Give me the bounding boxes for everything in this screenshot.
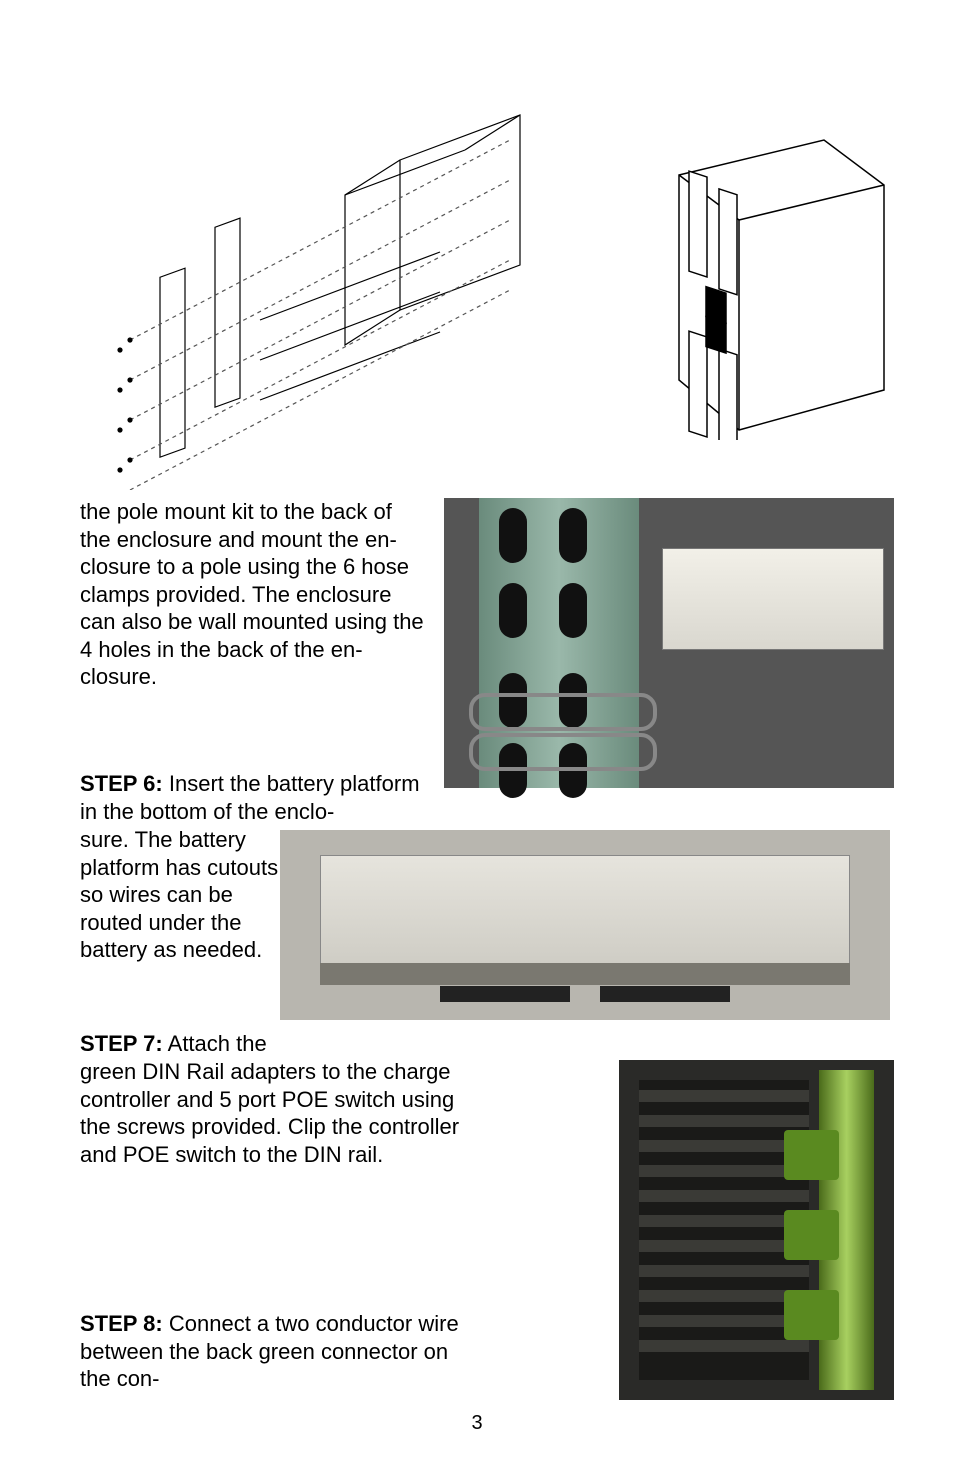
- step7-text-a: Attach the: [163, 1031, 267, 1056]
- step6-paragraph-b: sure. The battery plat­form has cutouts …: [80, 826, 280, 964]
- step7-paragraph-b: green DIN Rail adapters to the charge co…: [80, 1058, 460, 1168]
- mount-paragraph: the pole mount kit to the back of the en…: [80, 498, 425, 691]
- figure-exploded-assembly: [70, 70, 590, 490]
- figure-enclosure-isometric: [624, 130, 894, 440]
- step6-paragraph-a: STEP 6: Insert the battery plat­form in …: [80, 770, 420, 825]
- step8-label: STEP 8:: [80, 1311, 163, 1336]
- step8-paragraph: STEP 8: Connect a two conductor wire be­…: [80, 1310, 460, 1393]
- figure-battery-tray-photo: [280, 830, 890, 1020]
- figure-pole-mount-photo: [444, 498, 894, 788]
- figure-din-rail-photo: [619, 1060, 894, 1400]
- step6-label: STEP 6:: [80, 771, 163, 796]
- step7-label: STEP 7:: [80, 1031, 163, 1056]
- step7-paragraph-a: STEP 7: Attach the: [80, 1030, 280, 1058]
- manual-page: the pole mount kit to the back of the en…: [0, 0, 954, 1475]
- page-number: 3: [0, 1412, 954, 1435]
